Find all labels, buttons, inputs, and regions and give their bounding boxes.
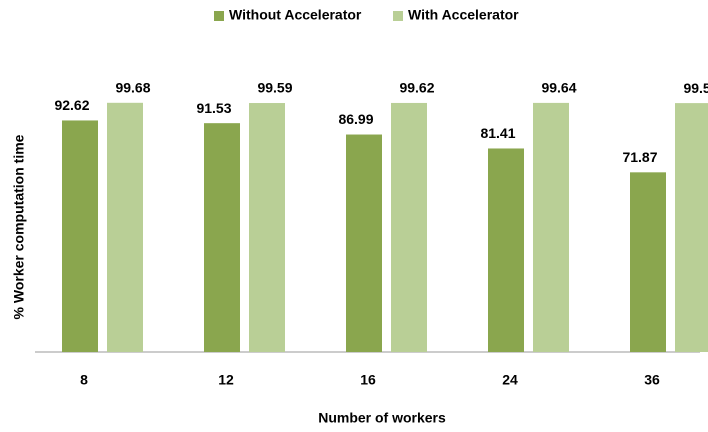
bar — [346, 134, 382, 352]
x-axis-label: Number of workers — [318, 410, 446, 426]
data-label: 81.41 — [480, 125, 515, 141]
legend-swatch — [393, 11, 403, 21]
data-label: 99.68 — [115, 80, 150, 96]
bar — [204, 123, 240, 352]
bar — [62, 120, 98, 352]
data-label: 86.99 — [338, 111, 373, 127]
data-label: 99.56 — [683, 80, 708, 96]
bar — [249, 103, 285, 353]
x-tick-label: 36 — [644, 372, 660, 388]
data-label: 99.59 — [257, 80, 292, 96]
legend-swatch — [214, 11, 224, 21]
bar — [630, 172, 666, 352]
bar — [107, 102, 143, 352]
data-label: 99.64 — [541, 80, 576, 96]
bar — [533, 102, 569, 353]
bar — [391, 102, 427, 352]
x-tick-label: 24 — [502, 372, 518, 388]
data-label: 71.87 — [622, 149, 657, 165]
x-tick-label: 12 — [218, 372, 234, 388]
data-label: 99.62 — [399, 80, 434, 96]
data-label: 92.62 — [54, 97, 89, 113]
bar — [488, 148, 524, 352]
data-label: 91.53 — [196, 100, 231, 116]
bar — [675, 103, 708, 352]
legend-label: With Accelerator — [408, 7, 519, 23]
legend-label: Without Accelerator — [229, 7, 362, 23]
x-tick-label: 16 — [360, 372, 376, 388]
x-tick-label: 8 — [80, 372, 88, 388]
y-axis-label: % Worker computation time — [11, 134, 27, 319]
